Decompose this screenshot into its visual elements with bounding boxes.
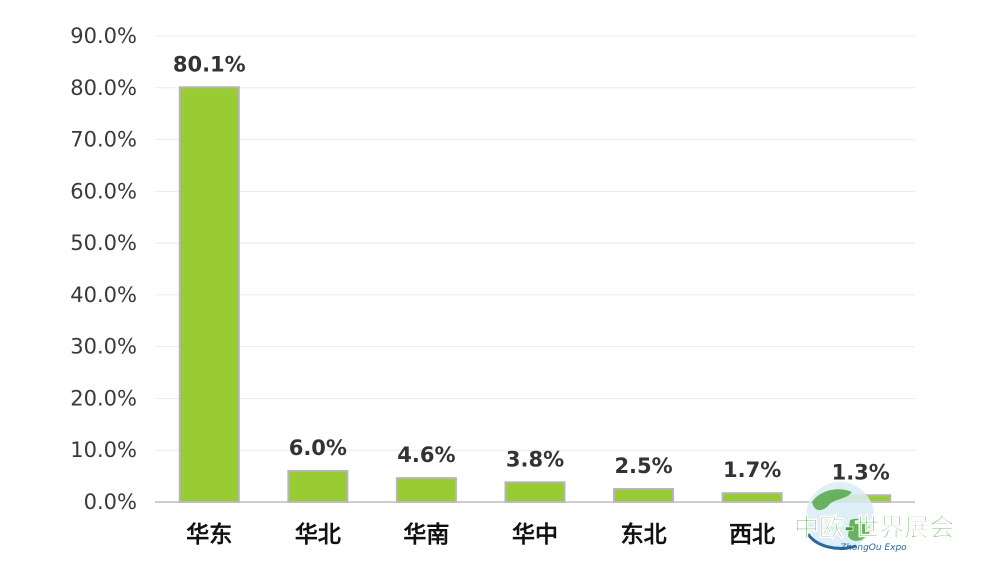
x-category-label: 华东 (186, 521, 232, 548)
data-label: 1.7% (723, 458, 781, 482)
y-tick-label: 60.0% (70, 179, 137, 203)
y-tick-label: 20.0% (70, 386, 137, 410)
y-tick-label: 90.0% (70, 24, 137, 48)
bars (178, 86, 892, 504)
y-axis-ticks: 0.0% 10.0% 20.0% 30.0% 40.0% 50.0% 60.0% 70.0% 8… (70, 24, 137, 514)
y-tick-label: 40.0% (70, 283, 137, 307)
y-tick-label: 80.0% (70, 76, 137, 100)
globe-icon (806, 482, 874, 550)
data-label: 6.0% (289, 436, 347, 460)
x-axis-categories: 华东 华北 华南 华中 东北 西北 (186, 521, 775, 548)
x-category-label: 东北 (621, 521, 667, 548)
data-label: 2.5% (614, 454, 672, 478)
y-tick-label: 50.0% (70, 231, 137, 255)
x-category-label: 西北 (729, 522, 775, 548)
bar (613, 488, 675, 503)
data-label: 80.1% (173, 52, 246, 76)
data-label: 4.6% (397, 443, 455, 467)
watermark-subtext: ZhongOu Expo (839, 543, 907, 553)
bar (178, 86, 240, 503)
watermark-text: 中欧-世界展会 (794, 513, 954, 542)
bar (287, 469, 349, 503)
x-category-label: 华南 (403, 521, 449, 548)
bar (395, 477, 457, 503)
data-label: 1.3% (832, 460, 890, 484)
bar (504, 481, 566, 503)
watermark-logo: 中欧-世界展会 ZhongOu Expo (794, 482, 955, 553)
x-category-label: 华北 (295, 521, 341, 548)
y-tick-label: 30.0% (70, 335, 137, 359)
bar (721, 492, 783, 504)
y-tick-label: 70.0% (70, 128, 137, 152)
y-tick-label: 10.0% (70, 438, 137, 462)
grid-lines (155, 35, 915, 451)
x-category-label: 华中 (512, 521, 558, 548)
data-labels: 80.1% 6.0% 4.6% 3.8% 2.5% 1.7% 1.3% (173, 52, 890, 484)
y-tick-label: 0.0% (84, 490, 137, 514)
data-label: 3.8% (506, 447, 564, 471)
